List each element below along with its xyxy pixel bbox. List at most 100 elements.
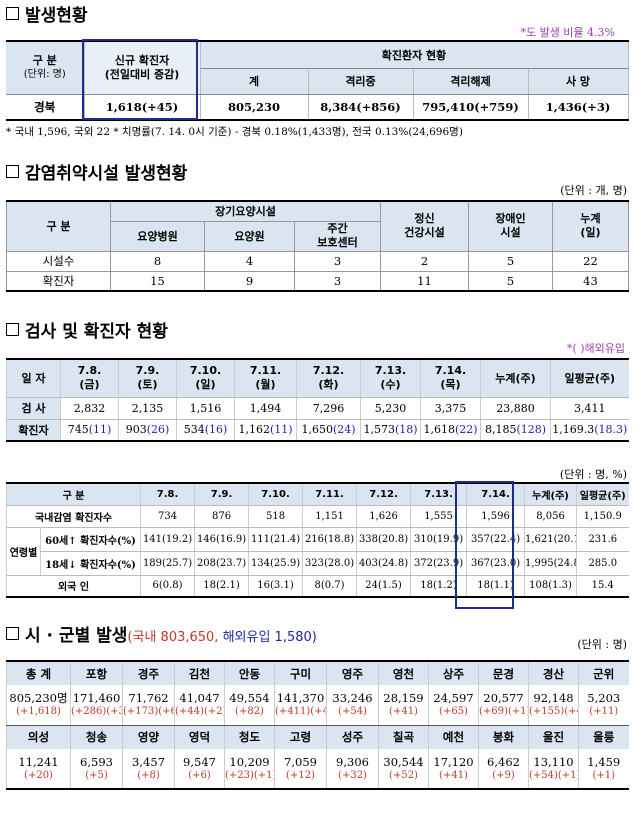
checkbox-square-icon	[6, 323, 19, 336]
header-date-col: 7.14. (목)	[420, 359, 481, 398]
region-name: 영천	[378, 661, 429, 685]
region-name: 성주	[326, 725, 379, 749]
date-text: 7.10.	[189, 364, 222, 378]
header-date-col: 7.12. (화)	[296, 359, 361, 398]
region-total: 30,544	[383, 754, 424, 769]
cell-released: 795,410(+759)	[413, 94, 529, 121]
region-total: 13,110	[533, 754, 574, 769]
header-date-col: 7.12.	[356, 483, 411, 506]
foreign-cell: 18(2.1)	[194, 575, 249, 598]
dom-cell: 1,596	[466, 505, 525, 528]
header-daily-avg: 일평균(주)	[550, 359, 629, 398]
confirmed-count: 534	[183, 423, 205, 437]
confirmed-cell: 1,650(24)	[296, 419, 361, 442]
confirmed-count: 745	[67, 423, 89, 437]
header-date-col: 7.14.	[466, 483, 525, 506]
region-value-cell: 13,110 (+54)(+1)	[528, 749, 579, 789]
section-title-text: 시 · 군별 발생	[25, 626, 128, 646]
young-cell: 1,995(24.8)	[524, 551, 577, 576]
region-total: 6,462	[487, 754, 520, 769]
confirmed-count: 1,650	[301, 423, 333, 437]
checkbox-square-icon	[6, 7, 19, 20]
overseas-count: (18.3)	[594, 423, 628, 437]
region-value-cell: 41,047 (+44)(+2)	[174, 685, 225, 726]
header-cumulative: 누계(주)	[480, 359, 551, 398]
confirmed-count: 1,169.3	[552, 423, 595, 437]
overseas-count: (16)	[204, 423, 228, 437]
overseas-count: (22)	[454, 423, 478, 437]
region-increase: (+1)	[592, 769, 616, 781]
region-name: 영덕	[174, 725, 225, 749]
test-count-cell: 5,230	[360, 397, 421, 420]
region-name: 봉화	[478, 725, 529, 749]
region-increase: (+411)(+4)	[275, 705, 327, 717]
region-value-cell: 5,203 (+11)	[578, 685, 629, 726]
header-date-col: 7.13.	[410, 483, 467, 506]
table-cell: 3	[294, 270, 381, 292]
region-total: 7,059	[284, 754, 317, 769]
table-cell: 2	[380, 250, 469, 272]
section-title-text: 검사 및 확진자 현황	[25, 322, 168, 342]
test-count-cell: 2,135	[118, 397, 177, 420]
region-name: 김천	[174, 661, 225, 685]
section-title-text: 감염취약시설 발생현황	[25, 164, 188, 184]
dom-cell: 8,056	[524, 505, 577, 528]
region-total: 71,762	[128, 690, 169, 705]
foreign-cell: 6(0.8)	[140, 575, 195, 598]
row-label-confirmed: 확진자	[6, 419, 61, 442]
region-name: 울진	[528, 725, 579, 749]
region-total: 33,246	[332, 690, 373, 705]
region-total: 41,047	[179, 690, 220, 705]
region-increase: (+41)	[439, 769, 468, 781]
row-label-60plus: 60세↑ 확진자수(%)	[39, 527, 141, 552]
region-value-cell: 28,159 (+41)	[378, 685, 429, 726]
region-value-cell: 24,597 (+65)	[428, 685, 479, 726]
region-value-cell: 9,547 (+6)	[174, 749, 225, 789]
header-date-col: 7.8. (금)	[60, 359, 119, 398]
young-cell: 367(23.0)	[466, 551, 525, 576]
test-count-cell: 1,516	[176, 397, 235, 420]
old-cell: 310(19.9)	[410, 527, 467, 552]
table-cell: 9	[204, 270, 295, 292]
region-value-cell: 30,544 (+52)	[378, 749, 429, 789]
foreign-cell: 108(1.3)	[524, 575, 577, 598]
region-value-cell: 7,059 (+12)	[274, 749, 327, 789]
region-value-cell: 49,554 (+82)	[224, 685, 275, 726]
confirmed-cell: 1,169.3(18.3)	[550, 419, 629, 442]
region-name: 청송	[70, 725, 123, 749]
region-name: 울릉	[578, 725, 629, 749]
overseas-count: (26)	[146, 423, 170, 437]
header-nursing: 요양원	[204, 220, 295, 252]
region-increase: (+9)	[492, 769, 515, 781]
table-cell: 5	[468, 250, 553, 272]
foreign-cell: 24(1.5)	[356, 575, 411, 598]
region-increase: (+32)	[338, 769, 367, 781]
region-increase: (+44)(+2)	[175, 705, 225, 717]
region-total: 10,209	[229, 754, 270, 769]
header-longterm: 장기요양시설	[110, 200, 381, 222]
title-domestic-total: (국내 803,650,	[127, 630, 223, 645]
weekday-text: (목)	[440, 378, 461, 392]
region-increase: (+69)(+1)	[479, 705, 529, 717]
region-total: 5,203	[587, 690, 621, 705]
region-total: 9,547	[183, 754, 216, 769]
confirmed-cell: 1,618(22)	[420, 419, 481, 442]
region-value-cell: 1,459 (+1)	[578, 749, 629, 789]
young-cell: 208(23.7)	[194, 551, 249, 576]
old-cell: 231.6	[576, 527, 629, 552]
overseas-count: (11)	[269, 423, 293, 437]
region-name: 예천	[428, 725, 479, 749]
row-label-18minus: 18세↓ 확진자수(%)	[39, 551, 141, 576]
region-total: 17,120	[433, 754, 474, 769]
weekday-text: (토)	[137, 378, 158, 392]
table-cell: 8	[110, 250, 205, 272]
row-label: 확진자	[6, 270, 111, 292]
region-total: 24,597	[433, 690, 474, 705]
region-value-cell: 17,120 (+41)	[428, 749, 479, 789]
checkbox-square-icon	[6, 627, 19, 640]
region-increase: (+12)	[286, 769, 315, 781]
table-cell: 3	[294, 250, 381, 272]
region-increase: (+41)	[389, 705, 418, 717]
test-count-cell: 2,832	[60, 397, 119, 420]
unit-note: (단위 : 명, %)	[559, 468, 627, 481]
